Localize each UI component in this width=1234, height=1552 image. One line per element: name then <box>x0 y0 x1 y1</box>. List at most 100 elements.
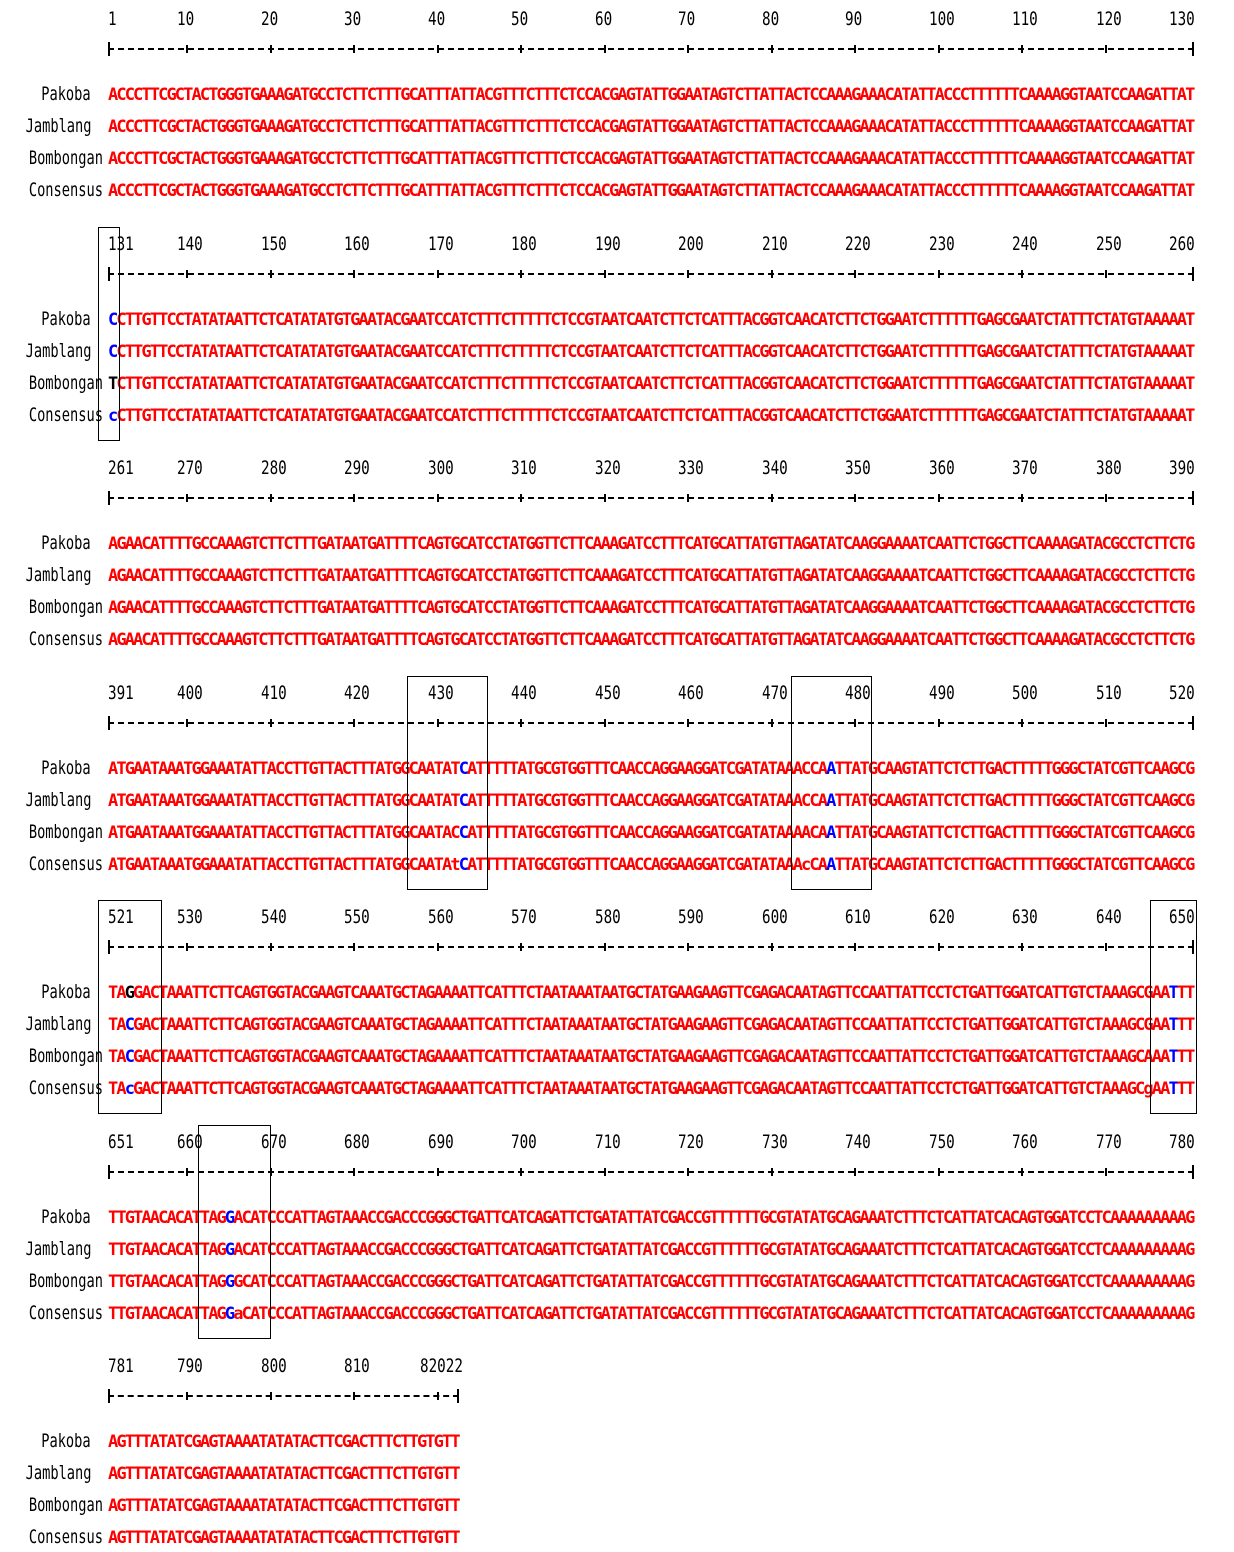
residue: T <box>542 598 553 618</box>
residue: T <box>801 85 812 105</box>
residue: A <box>1043 598 1054 618</box>
residue: A <box>291 1303 302 1324</box>
ruler-tick <box>1104 1167 1107 1176</box>
residue: A <box>341 598 353 618</box>
residue: A <box>851 790 862 811</box>
residue: A <box>675 1079 687 1099</box>
residue: T <box>525 309 536 330</box>
residue: G <box>550 854 561 875</box>
residue: C <box>199 85 211 105</box>
residue: G <box>976 309 987 330</box>
residue: A <box>416 309 428 330</box>
residue: G <box>659 854 670 875</box>
residue: T <box>976 822 987 843</box>
residue: T <box>508 1047 520 1067</box>
residue: T <box>208 181 219 201</box>
residue: C <box>1026 598 1037 618</box>
ruler-tick <box>603 494 606 502</box>
residue: A <box>408 341 419 362</box>
residue: G <box>542 1303 553 1324</box>
ruler-tick <box>770 1167 773 1176</box>
residue: G <box>133 1015 144 1035</box>
residue: T <box>842 790 854 811</box>
ruler-tick <box>520 269 523 278</box>
residue: C <box>842 598 854 618</box>
residue: T <box>1026 790 1037 811</box>
residue: C <box>208 566 219 586</box>
residue: T <box>1118 341 1129 362</box>
residue: T <box>216 405 227 426</box>
residue: G <box>767 341 778 362</box>
residue: A <box>583 1079 595 1099</box>
residue: C <box>1118 566 1129 586</box>
residue: A <box>867 1015 879 1035</box>
residue: C <box>876 758 887 779</box>
residue: A <box>149 534 160 554</box>
residue: T <box>141 149 152 169</box>
residue: A <box>792 373 803 394</box>
residue: T <box>1068 1207 1079 1228</box>
residue: C <box>842 534 854 554</box>
residue: T <box>1051 1079 1062 1099</box>
residue: G <box>1051 1271 1062 1292</box>
residue: C <box>116 341 127 362</box>
residue: T <box>525 373 536 394</box>
residue: T <box>333 1271 344 1292</box>
residue: T <box>917 983 929 1003</box>
residue: A <box>325 534 336 554</box>
residue: C <box>993 1271 1004 1292</box>
residue: A <box>450 309 461 330</box>
residue: C <box>809 149 820 169</box>
residue: T <box>442 534 453 554</box>
residue: G <box>249 117 261 137</box>
residue: G <box>968 983 979 1003</box>
residue: G <box>116 630 127 650</box>
residue: T <box>508 149 520 169</box>
residue: C <box>859 1079 870 1099</box>
residue: T <box>634 1303 645 1324</box>
residue: C <box>1001 534 1012 554</box>
residue: A <box>634 405 645 426</box>
residue: T <box>1051 309 1062 330</box>
ruler-end-tick <box>108 42 110 56</box>
variable-site-box <box>198 1124 271 1339</box>
residue: A <box>750 534 762 554</box>
residue: A <box>174 1079 186 1099</box>
residue: T <box>500 534 511 554</box>
residue: A <box>884 630 895 650</box>
ruler-label: 630 <box>1012 906 1038 928</box>
residue: A <box>901 983 912 1003</box>
residue: A <box>776 758 787 779</box>
residue: T <box>675 405 687 426</box>
residue: C <box>1135 1015 1146 1035</box>
residue: C <box>1076 822 1087 843</box>
residue: G <box>216 85 227 105</box>
residue: A <box>650 1047 661 1067</box>
residue: A <box>291 1047 302 1067</box>
residue: C <box>625 405 636 426</box>
residue: T <box>709 1207 720 1228</box>
residue: A <box>792 341 803 362</box>
residue: T <box>266 405 277 426</box>
residue: A <box>859 566 870 586</box>
residue: C <box>483 117 494 137</box>
residue: G <box>901 822 912 843</box>
residue: A <box>316 1015 327 1035</box>
residue: T <box>851 405 862 426</box>
residue: G <box>625 983 636 1003</box>
ruler-tick <box>520 943 523 951</box>
residue: A <box>884 534 895 554</box>
residue: C <box>1018 149 1029 169</box>
residue: T <box>500 822 511 843</box>
residue: T <box>851 309 862 330</box>
residue: G <box>801 598 812 618</box>
residue: T <box>834 598 845 618</box>
residue: T <box>517 309 528 330</box>
ruler-tick <box>854 45 857 53</box>
residue: T <box>1018 758 1029 779</box>
residue: G <box>433 1496 444 1516</box>
ruler-tick <box>269 718 272 727</box>
residue: T <box>634 181 645 201</box>
residue: C <box>525 181 536 201</box>
